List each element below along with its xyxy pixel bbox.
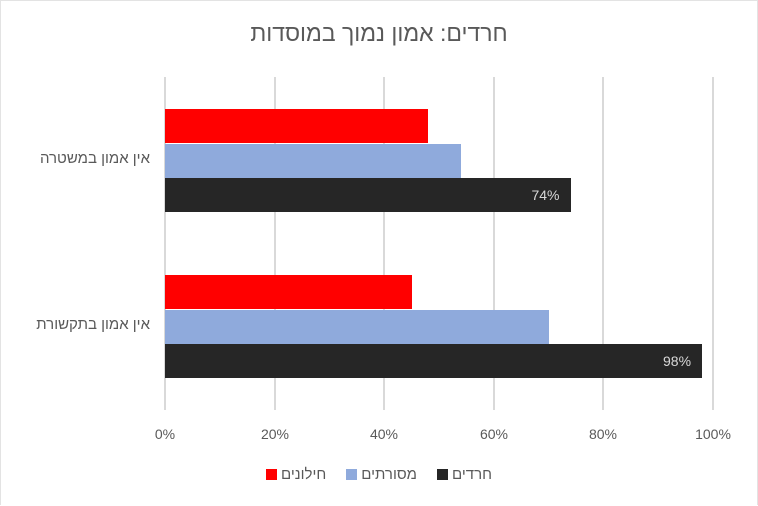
x-tick: 60% (479, 426, 509, 442)
plot-area: 74% 98% (164, 77, 714, 410)
legend-label: חרדים (452, 466, 492, 483)
legend-label: מסורתים (361, 466, 417, 483)
legend: חילונים מסורתים חרדים (0, 466, 758, 483)
x-tick: 0% (154, 426, 176, 442)
x-tick: 20% (260, 426, 290, 442)
legend-swatch (266, 469, 278, 480)
bar-police-traditional (165, 144, 461, 178)
bar-media-traditional (165, 310, 549, 344)
x-tick: 40% (369, 426, 399, 442)
data-label: 74% (531, 187, 560, 203)
gridline-100 (712, 77, 714, 410)
legend-item-secular: חילונים (266, 466, 326, 483)
gridline-80 (602, 77, 605, 410)
bar-media-secular (165, 275, 412, 309)
bar-media-haredi: 98% (165, 344, 703, 378)
data-label: 98% (663, 353, 692, 369)
legend-label: חילונים (281, 466, 327, 483)
bar-police-haredi: 74% (165, 178, 571, 212)
x-tick: 80% (588, 426, 618, 442)
legend-swatch (437, 469, 448, 480)
category-label: אין אמון במשטרה (39, 150, 150, 167)
gridline-60 (492, 77, 495, 410)
legend-item-haredi: חרדים (437, 466, 492, 483)
gridline-40 (383, 77, 386, 410)
gridline-0 (164, 77, 166, 410)
x-tick: 100% (695, 426, 731, 442)
gridline-20 (273, 77, 276, 410)
bar-police-secular (165, 109, 429, 143)
category-label: אין אמון בתקשורת (36, 316, 150, 333)
legend-swatch (346, 469, 358, 480)
chart-title: חרדים: אמון נמוך במוסדות (250, 20, 508, 46)
legend-item-traditional: מסורתים (346, 466, 417, 483)
